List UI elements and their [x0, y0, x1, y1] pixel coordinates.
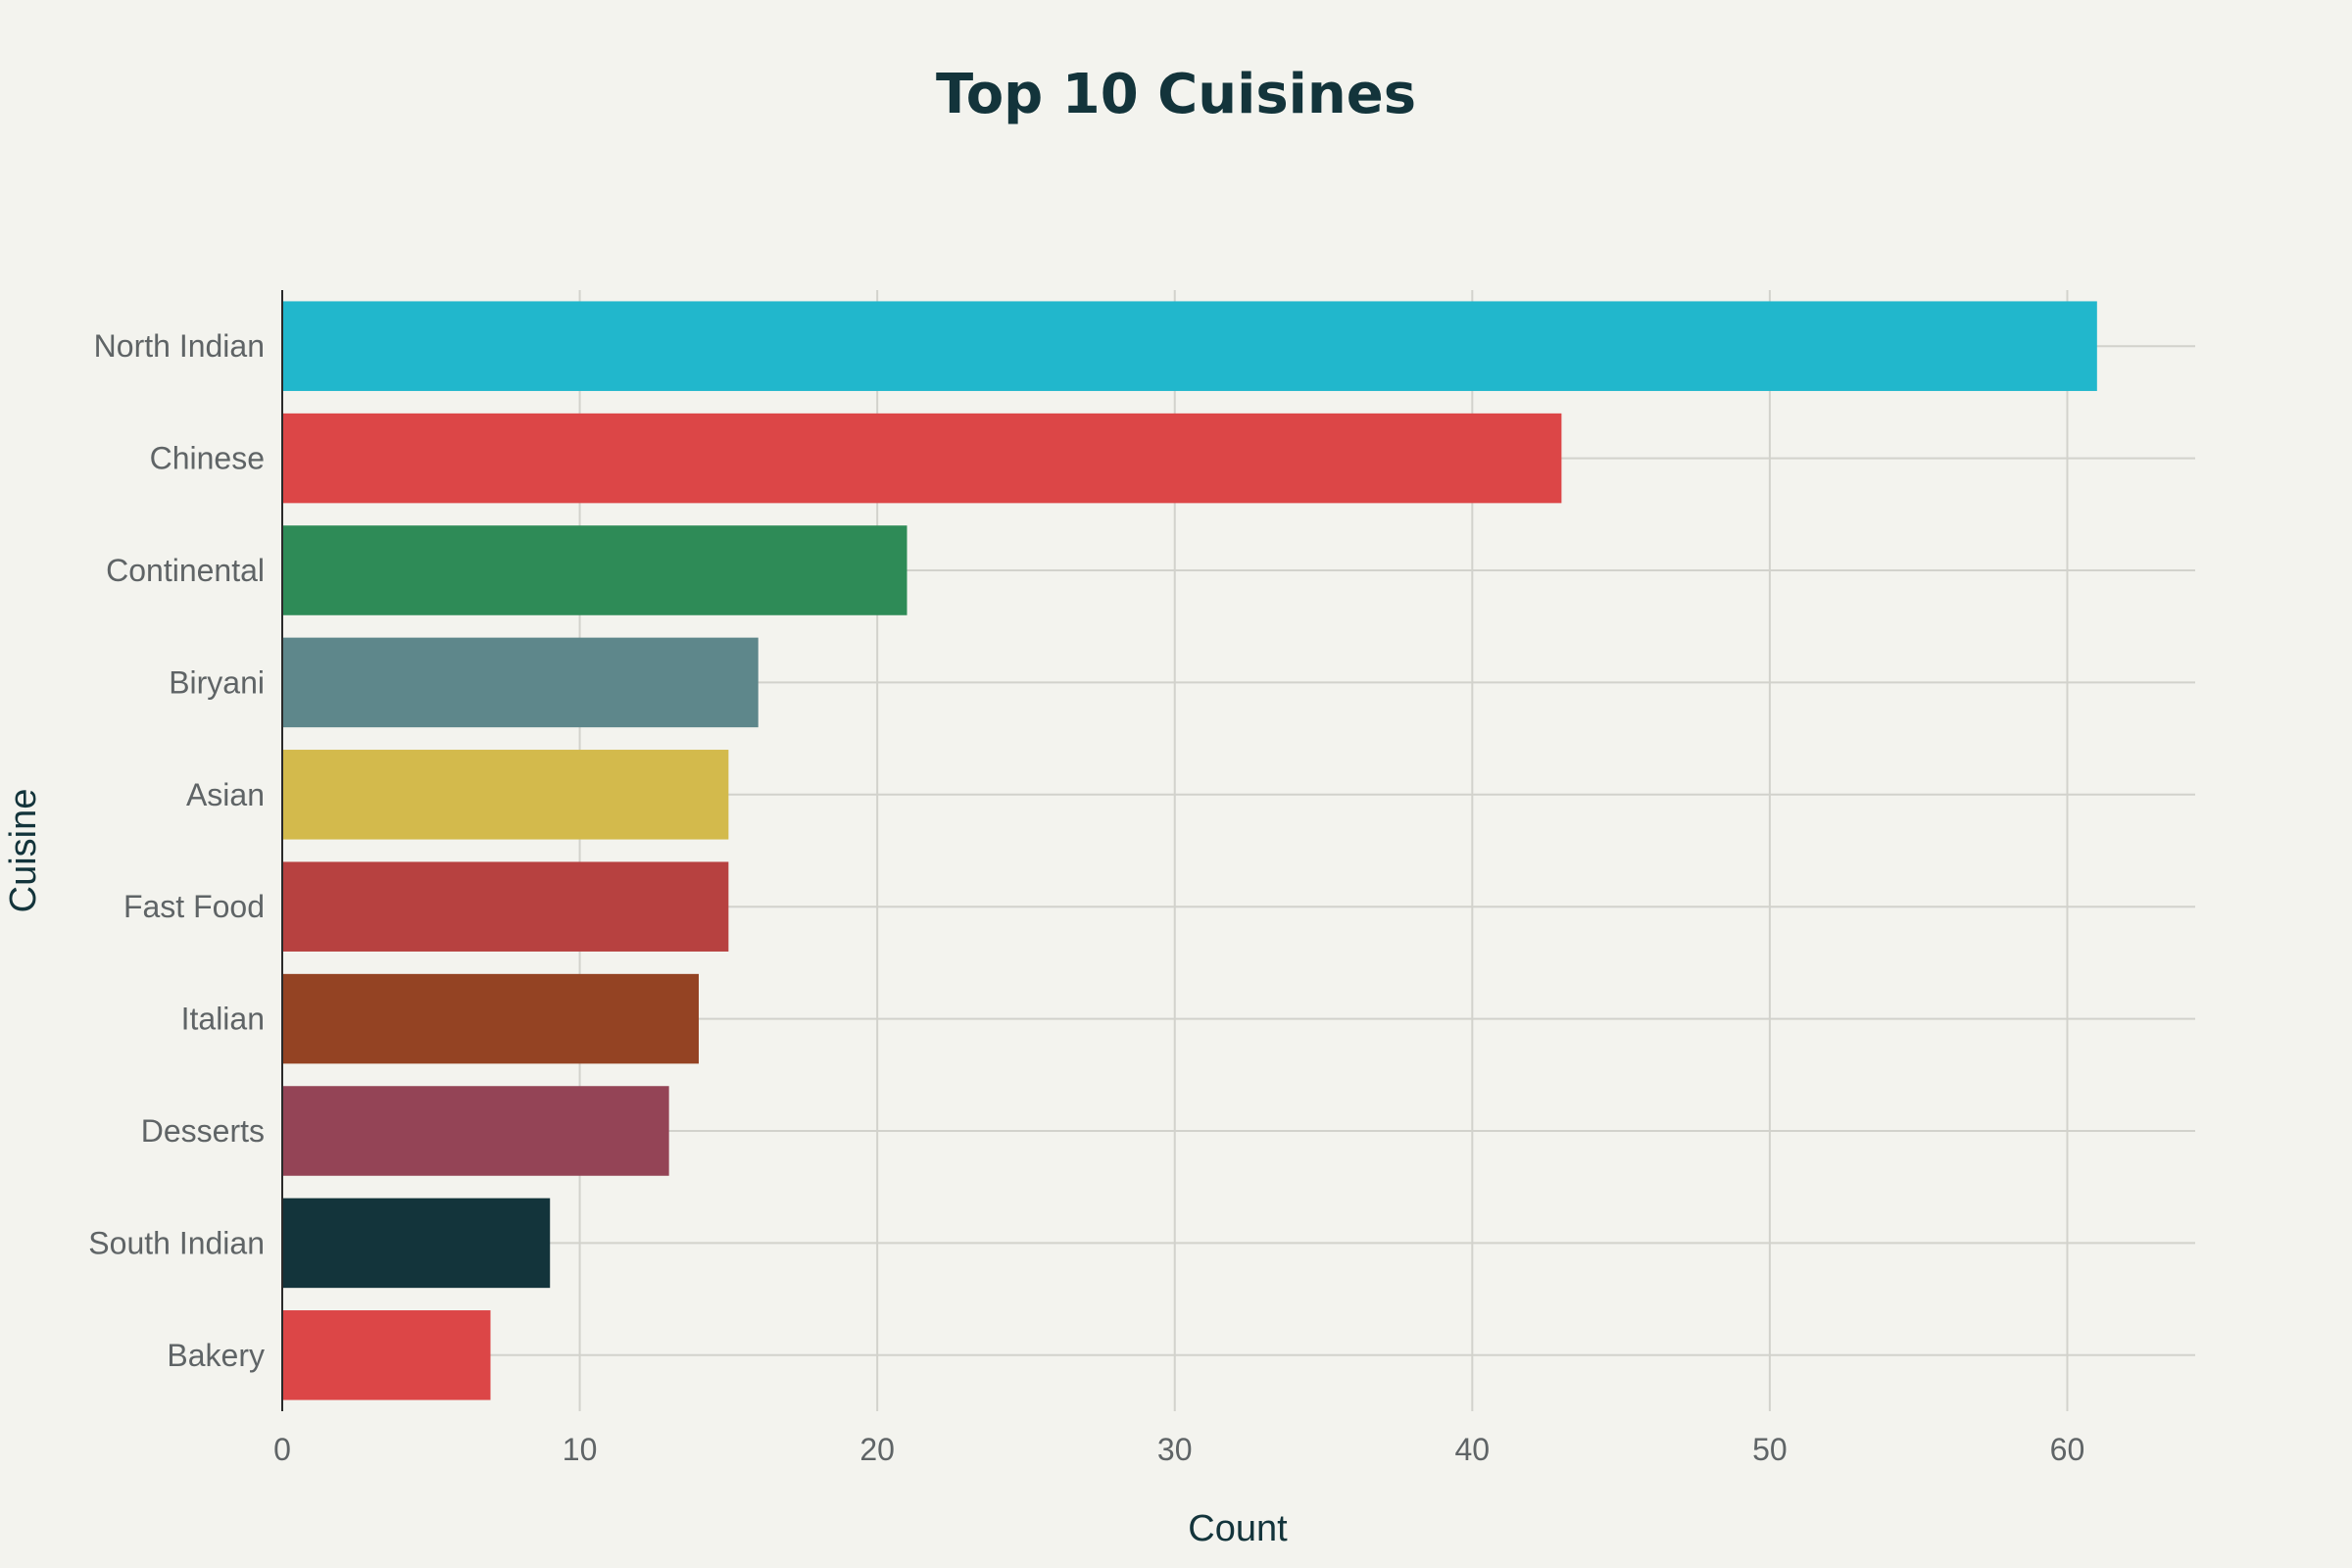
y-tick-label: Asian — [186, 777, 265, 812]
x-tick-label: 10 — [563, 1432, 598, 1467]
y-tick-label: Desserts — [141, 1113, 265, 1149]
x-tick-label: 60 — [2050, 1432, 2085, 1467]
bar-asian — [282, 750, 729, 840]
x-tick-labels: 0 10 20 30 40 50 60 — [273, 1432, 2084, 1467]
x-tick-label: 20 — [859, 1432, 895, 1467]
bar-bakery — [282, 1310, 491, 1400]
bar-biryani — [282, 637, 759, 728]
bar-fast-food — [282, 861, 729, 952]
bar-desserts — [282, 1086, 669, 1176]
y-tick-label: Continental — [106, 553, 265, 588]
bar-south-indian — [282, 1198, 551, 1289]
y-tick-label: North Indian — [94, 328, 265, 364]
y-tick-label: Biryani — [169, 664, 265, 700]
x-tick-label: 50 — [1752, 1432, 1788, 1467]
x-tick-label: 0 — [273, 1432, 291, 1467]
y-tick-label: Bakery — [167, 1338, 265, 1373]
x-axis-title: Count — [1188, 1508, 1288, 1549]
bar-north-indian — [282, 301, 2097, 391]
y-tick-label: Chinese — [150, 441, 265, 476]
y-tick-label: Fast Food — [123, 889, 265, 924]
y-axis-title: Cuisine — [3, 789, 44, 913]
x-tick-label: 30 — [1157, 1432, 1193, 1467]
y-tick-label: Italian — [181, 1002, 265, 1037]
chart-title: Top 10 Cuisines — [936, 63, 1416, 126]
bars — [282, 301, 2097, 1400]
y-tick-label: South Indian — [88, 1225, 265, 1260]
bar-continental — [282, 525, 907, 615]
bar-chinese — [282, 413, 1562, 504]
x-tick-label: 40 — [1455, 1432, 1491, 1467]
bar-italian — [282, 973, 700, 1064]
y-tick-labels: North Indian Chinese Continental Biryani Asi… — [88, 328, 265, 1373]
